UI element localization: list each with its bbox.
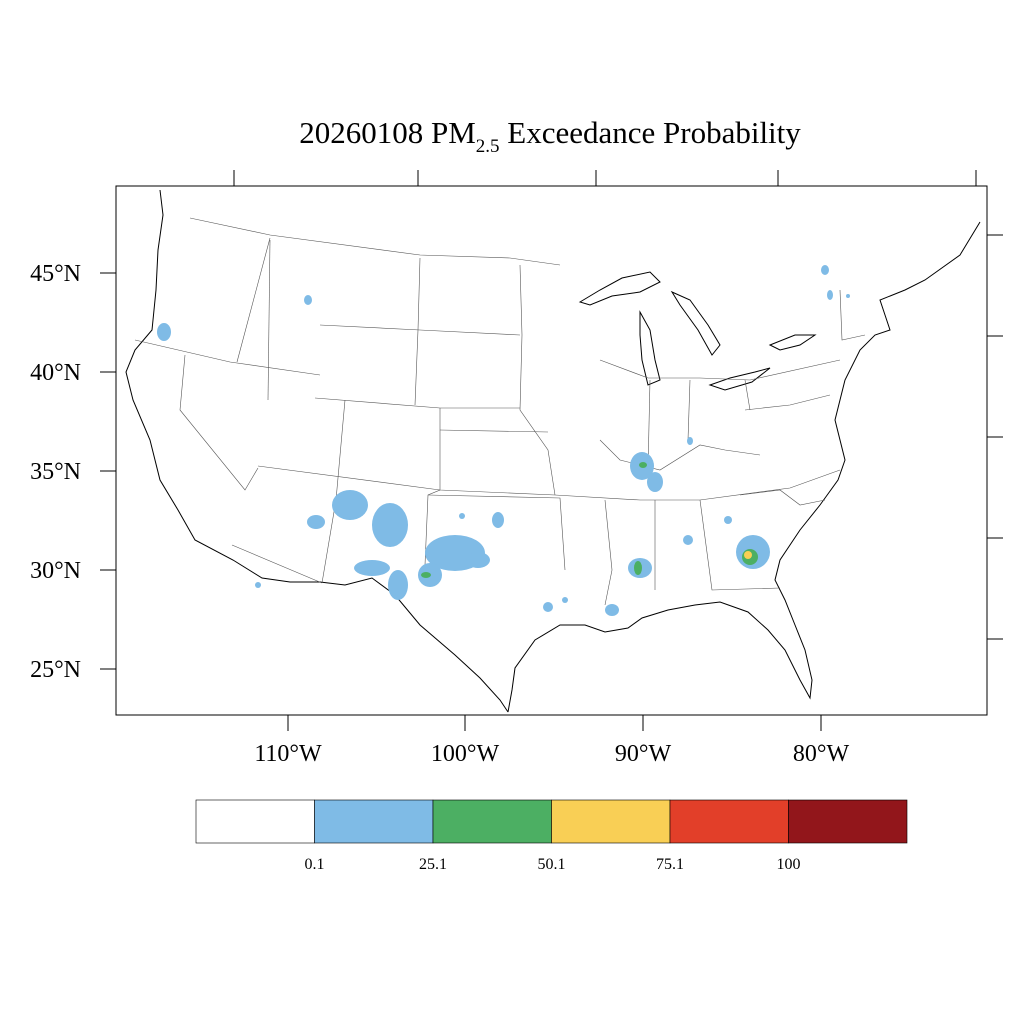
state-borders: [134, 217, 866, 606]
region-mo-green: [639, 462, 647, 468]
region-ok: [492, 512, 504, 528]
colorbar-label: 50.1: [538, 856, 566, 873]
latitude-labels: 45°N 40°N 35°N 30°N 25°N: [30, 261, 81, 683]
region-nh: [846, 294, 850, 298]
colorbar: 0.1 25.1 50.1 75.1 100: [195, 799, 908, 873]
colorbar-label: 25.1: [419, 856, 447, 873]
region-az-1: [307, 515, 325, 529]
colorbar-swatch: [195, 799, 315, 844]
region-tx-west: [354, 560, 390, 576]
region-la: [605, 604, 619, 616]
lon-label-80: 80°W: [793, 741, 850, 767]
colorbar-label: 75.1: [656, 856, 684, 873]
region-nm-2: [372, 503, 408, 547]
region-nm-1: [332, 490, 368, 520]
region-montana: [304, 295, 312, 305]
region-baja-dot: [255, 582, 261, 588]
region-ga-north: [724, 516, 732, 524]
lat-label-35: 35°N: [30, 459, 81, 485]
lat-label-45: 45°N: [30, 261, 81, 287]
lat-label-30: 30°N: [30, 558, 81, 584]
map-panel: [115, 185, 988, 716]
region-ms-green: [634, 561, 642, 575]
region-tx-bigbend: [388, 570, 408, 600]
colorbar-swatch: [669, 799, 789, 844]
colorbar-swatch: [432, 799, 552, 844]
lon-label-100: 100°W: [431, 741, 500, 767]
region-vt: [827, 290, 833, 300]
region-al: [683, 535, 693, 545]
colorbar-label: 100: [777, 856, 801, 873]
great-lakes: [578, 271, 817, 391]
region-tx-green: [421, 572, 431, 578]
lat-label-40: 40°N: [30, 360, 81, 386]
region-ga-yellow: [744, 551, 752, 559]
colorbar-swatch: [788, 799, 908, 844]
region-la-dot: [562, 597, 568, 603]
region-in: [687, 437, 693, 445]
lon-label-110: 110°W: [254, 741, 322, 767]
longitude-labels: 110°W 100°W 90°W 80°W: [254, 741, 849, 767]
probability-regions: [157, 265, 850, 616]
region-ny: [821, 265, 829, 275]
map-frame: [115, 185, 988, 716]
region-mo-south: [647, 472, 663, 492]
colorbar-label: 0.1: [305, 856, 325, 873]
figure-title: 20260108 PM2.5 Exceedance Probability: [299, 115, 801, 157]
colorbar-swatch: [314, 799, 434, 844]
lon-label-90: 90°W: [615, 741, 672, 767]
tick-marks: [100, 170, 1003, 731]
colorbar-swatch: [551, 799, 671, 844]
region-tx-east: [466, 552, 490, 568]
lat-label-25: 25°N: [30, 657, 81, 683]
region-ok-dot: [459, 513, 465, 519]
region-tx-gulf: [543, 602, 553, 612]
region-oregon: [157, 323, 171, 341]
coastline: [125, 189, 981, 713]
